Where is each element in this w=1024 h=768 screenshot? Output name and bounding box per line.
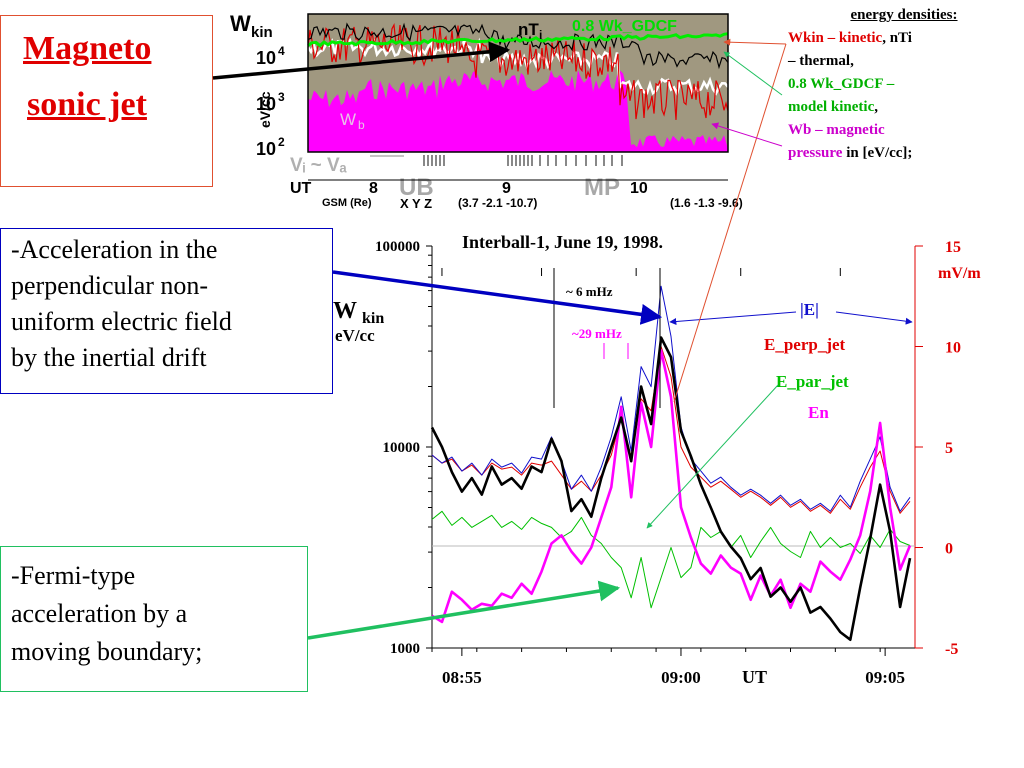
x-tick-label: 09:00: [661, 668, 701, 687]
chart-title: Interball-1, June 19, 1998.: [462, 232, 663, 252]
legend-nti: , nTi: [882, 30, 912, 46]
legend-wkin: Wkin – kinetic: [788, 30, 883, 46]
overview-wb-sub: b: [358, 118, 365, 132]
callout-magneto-line1: Magneto: [23, 30, 152, 67]
overview-ytitle: W: [230, 11, 251, 36]
overview-gdcf-line: [307, 32, 729, 48]
arrow-epar: [646, 384, 779, 529]
overview-gdcf-label: 0.8 Wk_GDCF: [572, 18, 677, 35]
overview-nti-label: nT: [518, 20, 539, 39]
annot-6mhz: ~ 6 mHz: [566, 284, 613, 299]
legend-wb-line1: Wb – magnetic: [788, 122, 885, 138]
overview-ub-label: UB: [399, 174, 434, 201]
overview-gsm-label: GSM (Re): [322, 197, 372, 209]
annot-en: En: [808, 403, 829, 422]
callout-acceleration: -Acceleration in the perpendicular non- …: [0, 228, 333, 394]
series-line-eperpjet: [431, 346, 911, 514]
arrow-fermi: [307, 580, 621, 640]
legend-wb-line2: pressure: [788, 145, 843, 161]
overview-ytick-exp: 2: [278, 135, 285, 149]
legend-gdcf-line2: model kinetic: [788, 99, 875, 115]
y-right-tick-label: -5: [945, 641, 958, 658]
legend-heading: energy densities:: [850, 7, 958, 23]
annot-abs-e: |E|: [800, 300, 819, 319]
main-chart: Interball-1, June 19, 1998. 100000100001…: [333, 232, 981, 687]
overview-ytick: 10: [256, 139, 276, 159]
callout-accel-line: by the inertial drift: [11, 343, 207, 372]
overview-gsm-pos2: (1.6 -1.3 -9.6): [670, 196, 743, 210]
y-left-tick-label: 10000: [383, 440, 421, 456]
overview-nti-line: [307, 22, 729, 70]
callout-fermi-line: -Fermi-type: [11, 561, 136, 590]
overview-region-label: Vᵢ ~ Vₐ: [290, 155, 348, 176]
y-right-tick-label: 10: [945, 340, 961, 357]
x-tick-label: 09:05: [865, 668, 905, 687]
connector-arrows: [212, 38, 913, 640]
arrow-wkin-to-panel: [723, 38, 787, 46]
overview-mp-label: MP: [584, 174, 620, 201]
series-line-e: [431, 285, 911, 512]
y-left-tick-label: 100000: [375, 239, 420, 255]
legend-gdcf-line1: 0.8 Wk_GDCF –: [788, 76, 895, 92]
ylabel-unit: eV/cc: [335, 326, 375, 345]
legend-gdcf-comma: ,: [874, 99, 878, 115]
overview-ytick-exp: 3: [278, 90, 285, 104]
callout-accel-line: uniform electric field: [11, 307, 232, 336]
ylabel-main: W: [333, 298, 357, 324]
arrow-abs-e-right: [835, 311, 913, 325]
overview-gsm-xyz: X Y Z: [400, 196, 432, 211]
callout-fermi: -Fermi-type acceleration by a moving bou…: [0, 546, 308, 692]
legend-energy-densities: energy densities: Wkin – kinetic, nTi – …: [788, 4, 1020, 165]
y-right-tick-label: 0: [945, 541, 953, 558]
y-right-tick-label: 5: [945, 440, 953, 457]
callout-fermi-line: moving boundary;: [11, 637, 203, 666]
annot-eperp: E_perp_jet: [764, 335, 846, 354]
callout-accel-line: perpendicular non-: [11, 271, 209, 300]
legend-thermal: – thermal,: [788, 53, 854, 69]
overview-nti-sub: i: [539, 28, 542, 42]
arrow-magnetosonic: [212, 41, 511, 80]
overview-ytitle-sub: kin: [251, 24, 273, 41]
ylabel-sub: kin: [362, 310, 384, 327]
overview-thermal-line: [306, 37, 729, 97]
annot-epar: E_par_jet: [776, 372, 849, 391]
y-right-tick-label: 15: [945, 239, 961, 256]
series-line-en: [431, 349, 912, 624]
legend-wb-unit: in [eV/cc];: [842, 145, 913, 161]
callout-fermi-line: acceleration by a: [11, 599, 188, 628]
arrow-gdcf: [723, 51, 783, 96]
overview-gsm-pos1: (3.7 -2.1 -10.7): [458, 196, 537, 210]
arrow-wkin-to-chart: [673, 43, 787, 403]
overview-ytick: 10: [256, 48, 276, 68]
callout-magneto-line2: sonic jet: [27, 86, 147, 123]
overview-panel-frame: [307, 13, 729, 153]
arrow-wb: [711, 122, 783, 147]
overview-wb-label: W: [340, 110, 356, 129]
overview-ut-tick: 8: [369, 180, 378, 197]
series-line-wkin: [430, 336, 912, 642]
xlabel: UT: [742, 667, 767, 687]
callout-accel-line: -Acceleration in the: [11, 235, 218, 264]
overview-ytick: 10: [256, 94, 276, 114]
callout-magnetosonic-jet: Magneto sonic jet: [0, 15, 213, 187]
overview-ut-tick: 10: [630, 180, 648, 197]
x-tick-label: 08:55: [442, 668, 482, 687]
arrow-abs-e-left: [669, 311, 797, 325]
overview-ut-label: UT: [290, 180, 312, 197]
overview-ut-tick: 9: [502, 180, 511, 197]
y2label: mV/m: [938, 265, 981, 282]
annot-29mhz: ~29 mHz: [572, 326, 622, 341]
arrow-acceleration: [332, 270, 663, 325]
y-left-tick-label: 1000: [390, 641, 420, 657]
overview-panel: W kin eV/cc 10 4 10 3 10 2 nT i 0.8 Wk_G…: [230, 11, 743, 211]
overview-ylabel: eV/cc: [257, 91, 273, 128]
series-line-eparjet: [431, 510, 911, 609]
overview-ytick-exp: 4: [278, 44, 285, 58]
